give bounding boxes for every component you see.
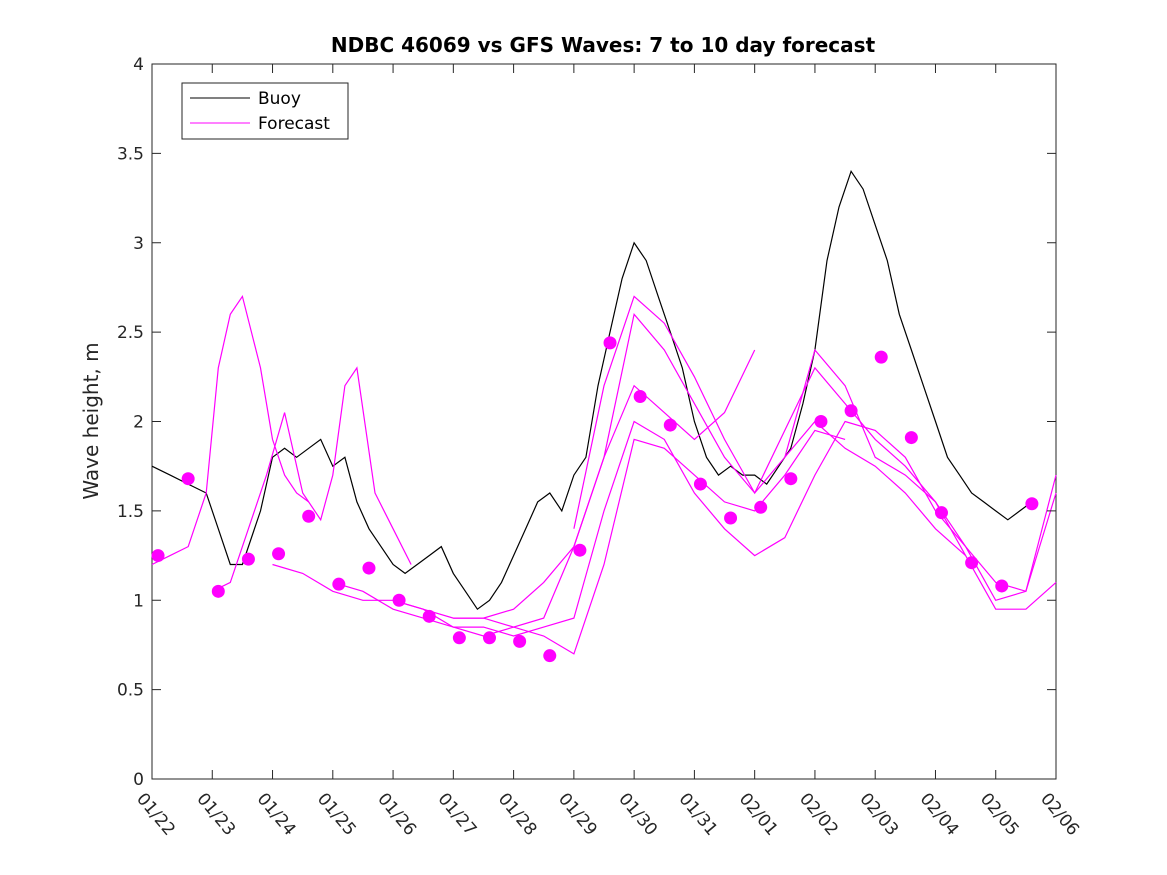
series-forecast-6 [453,312,966,619]
forecast-marker [663,418,677,432]
forecast-marker [392,593,406,607]
forecast-marker [1025,497,1039,511]
y-tick-label: 2.5 [117,323,144,343]
series-forecast-2 [212,366,412,592]
forecast-marker [874,350,888,364]
forecast-marker [724,511,738,525]
forecast-marker [784,472,798,486]
y-axis-label: Wave height, m [79,342,103,499]
forecast-marker [362,561,376,575]
legend-buoy-label: Buoy [258,89,301,109]
y-tick-label: 0 [133,770,144,790]
y-tick-label: 3 [133,234,144,254]
y-tick-label: 2 [133,413,144,433]
forecast-marker [452,631,466,645]
forecast-marker [844,404,858,418]
forecast-marker [543,649,557,663]
forecast-marker [302,509,316,523]
legend: Buoy Forecast [181,82,349,140]
forecast-marker [241,552,255,566]
legend-box [181,82,349,140]
forecast-marker [754,500,768,514]
forecast-marker [693,477,707,491]
y-axis: 0 0.5 1 1.5 2 2.5 3 3.5 4 [117,55,1056,790]
series-buoy [151,169,1033,611]
y-tick-label: 0.5 [117,681,144,701]
forecast-marker [151,549,165,563]
forecast-marker [211,584,225,598]
y-tick-label: 3.5 [117,144,144,164]
y-tick-label: 4 [133,55,144,75]
forecast-marker [482,631,496,645]
y-tick-label: 1.5 [117,502,144,522]
forecast-marker [965,556,979,570]
series-forecast-1 [151,294,310,566]
forecast-marker [573,543,587,557]
chart-title: NDBC 46069 vs GFS Waves: 7 to 10 day for… [331,33,876,57]
forecast-marker [904,431,918,445]
forecast-marker [633,389,647,403]
forecast-marker [995,579,1009,593]
series-forecast-5 [392,420,1057,637]
forecast-marker [332,577,346,591]
forecast-marker [934,506,948,520]
forecast-marker [181,472,195,486]
forecast-marker [422,609,436,623]
series-layer [151,169,1057,655]
forecast-marker [272,547,286,561]
plot-area [151,63,1057,780]
forecast-markers [151,336,1039,663]
y-tick-label: 1 [133,591,144,611]
forecast-marker [603,336,617,350]
forecast-marker [814,415,828,428]
forecast-marker [513,634,527,648]
series-forecast-8 [784,348,1057,610]
legend-forecast-label: Forecast [258,114,330,134]
